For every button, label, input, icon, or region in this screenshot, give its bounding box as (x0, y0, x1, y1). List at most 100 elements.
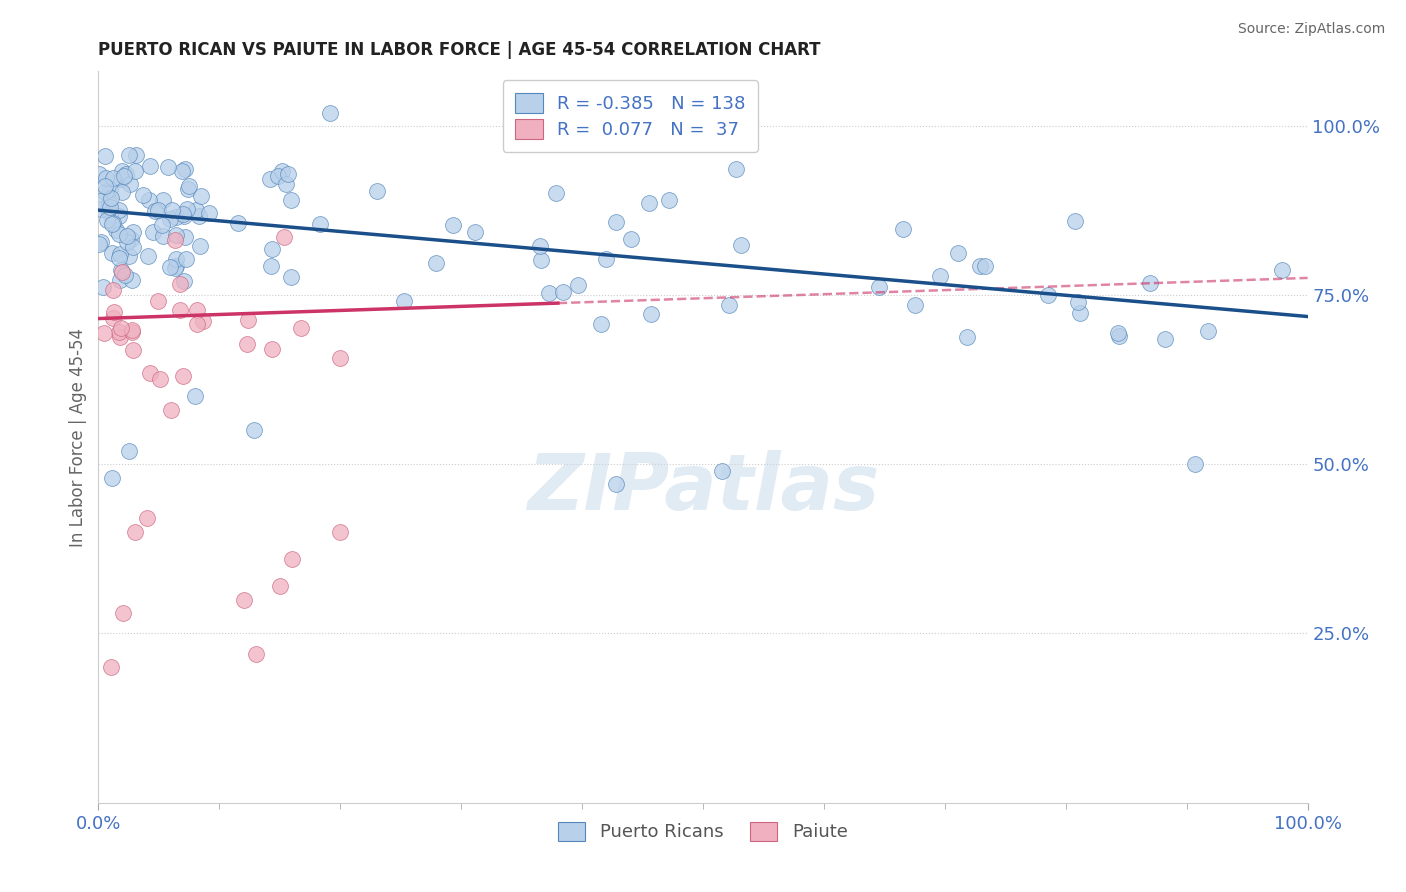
Point (553, 285, 575, 299)
Point (91, 279, 114, 293)
Text: ZIPatlas: ZIPatlas (527, 450, 879, 526)
Point (236, 337, 259, 351)
Point (87, 237, 110, 252)
Point (107, 325, 129, 339)
Point (1064, 214, 1087, 228)
Point (101, 246, 124, 260)
Point (118, 148, 141, 162)
Point (149, 372, 172, 386)
Point (974, 260, 997, 274)
Point (392, 294, 415, 309)
Point (120, 232, 142, 246)
Point (118, 443, 141, 458)
Point (260, 242, 283, 256)
Point (1271, 263, 1294, 277)
Point (138, 159, 160, 173)
Point (98, 195, 121, 210)
Y-axis label: In Labor Force | Age 45-54: In Labor Force | Age 45-54 (69, 327, 87, 547)
Point (425, 256, 447, 270)
Point (260, 343, 283, 357)
Point (308, 217, 330, 231)
Point (546, 186, 568, 200)
Point (717, 298, 740, 312)
Point (93, 326, 115, 340)
Point (1197, 324, 1219, 338)
Point (529, 239, 551, 253)
Point (110, 164, 132, 178)
Point (135, 511, 157, 525)
Point (160, 403, 183, 417)
Point (121, 343, 143, 358)
Point (105, 223, 128, 237)
Point (165, 259, 187, 273)
Legend: Puerto Ricans, Paiute: Puerto Ricans, Paiute (551, 814, 855, 848)
Point (103, 305, 125, 319)
Point (110, 329, 132, 343)
Point (169, 277, 191, 291)
Point (186, 302, 208, 317)
Point (146, 293, 169, 308)
Point (138, 193, 160, 207)
Point (172, 207, 194, 221)
Point (595, 252, 617, 267)
Point (89, 194, 111, 208)
Point (152, 229, 174, 244)
Point (188, 239, 211, 253)
Point (115, 235, 138, 249)
Point (111, 606, 134, 620)
Point (711, 464, 734, 478)
Point (605, 215, 627, 229)
Point (110, 185, 132, 199)
Point (125, 148, 148, 162)
Point (329, 351, 352, 366)
Point (273, 229, 295, 244)
Point (184, 389, 207, 403)
Point (142, 226, 165, 240)
Point (280, 193, 302, 207)
Point (93, 178, 115, 193)
Point (605, 477, 627, 491)
Point (94, 170, 117, 185)
Point (530, 253, 553, 268)
Point (94, 185, 117, 199)
Point (725, 162, 748, 177)
Point (165, 227, 187, 242)
Point (1036, 288, 1059, 302)
Point (121, 225, 143, 239)
Text: Source: ZipAtlas.com: Source: ZipAtlas.com (1237, 22, 1385, 37)
Point (132, 187, 155, 202)
Point (904, 298, 927, 312)
Point (100, 660, 122, 674)
Point (929, 269, 952, 284)
Point (121, 240, 143, 254)
Point (290, 321, 312, 335)
Point (165, 252, 187, 266)
Point (121, 326, 143, 340)
Point (108, 273, 131, 287)
Point (567, 278, 589, 293)
Point (228, 216, 250, 230)
Point (94, 149, 117, 163)
Point (108, 251, 131, 265)
Point (173, 209, 195, 223)
Point (121, 323, 143, 337)
Point (143, 204, 166, 219)
Point (366, 184, 388, 198)
Point (640, 307, 662, 321)
Point (619, 232, 641, 246)
Point (165, 260, 187, 275)
Point (441, 219, 464, 233)
Point (198, 206, 221, 220)
Point (110, 321, 132, 335)
Point (238, 313, 260, 327)
Point (148, 203, 170, 218)
Point (1067, 295, 1090, 310)
Point (245, 647, 267, 661)
Point (271, 164, 294, 178)
Point (658, 193, 681, 207)
Point (107, 203, 129, 218)
Point (266, 169, 288, 183)
Point (176, 202, 198, 216)
Point (172, 164, 194, 178)
Point (259, 172, 281, 186)
